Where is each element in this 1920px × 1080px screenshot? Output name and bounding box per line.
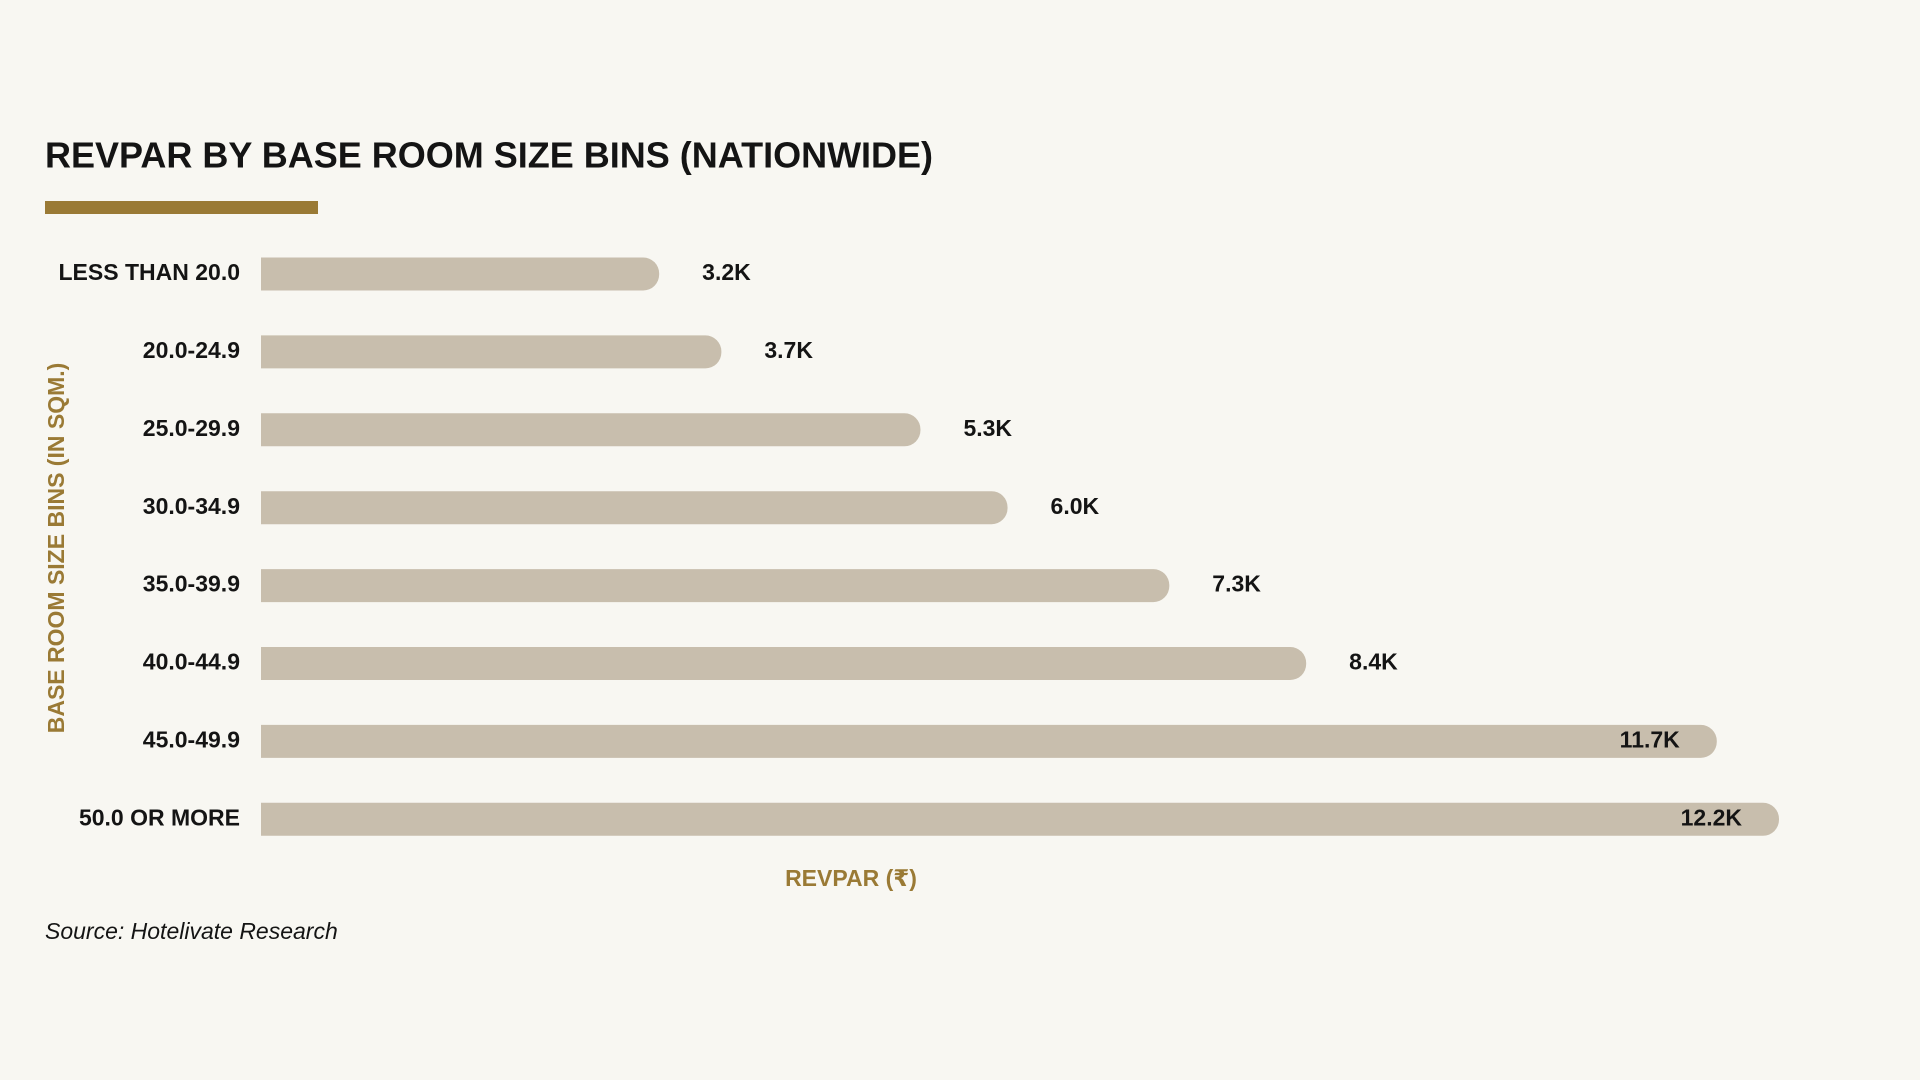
bar [261,802,1779,836]
y-tick-label: 35.0-39.9 [143,571,240,597]
y-axis-title: BASE ROOM SIZE BINS (IN SQM.) [43,363,69,734]
value-label: 6.0K [1051,493,1100,519]
y-tick-label: 50.0 OR MORE [79,804,240,830]
bar [261,491,1008,525]
bar [261,569,1170,603]
value-label: 3.7K [764,337,813,363]
y-tick-label: 25.0-29.9 [143,415,240,441]
y-tick-label: 30.0-34.9 [143,493,240,519]
bar [261,335,722,369]
bar [261,413,921,447]
value-label: 12.2K [1681,804,1743,830]
value-label: 3.2K [702,259,751,285]
y-tick-label: 45.0-49.9 [143,726,240,752]
chart-title: REVPAR BY BASE ROOM SIZE BINS (NATIONWID… [45,135,933,176]
value-label: 5.3K [963,415,1012,441]
value-label: 11.7K [1620,726,1680,752]
y-tick-label: LESS THAN 20.0 [59,259,241,285]
source-note: Source: Hotelivate Research [45,918,338,944]
title-underline [45,201,318,214]
bar [261,257,660,291]
y-tick-label: 20.0-24.9 [143,337,240,363]
y-tick-label: 40.0-44.9 [143,649,240,675]
bar [261,724,1717,758]
x-axis-title: REVPAR (₹) [785,865,917,891]
bar [261,647,1307,680]
value-label: 8.4K [1349,649,1398,675]
value-label: 7.3K [1212,571,1261,597]
